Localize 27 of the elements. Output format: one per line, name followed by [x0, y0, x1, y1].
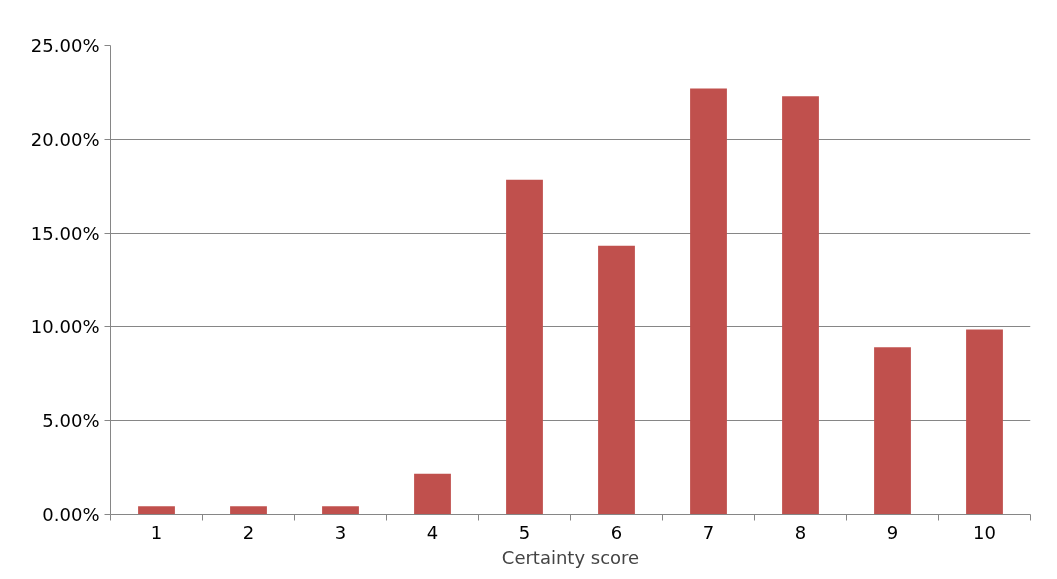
bar [414, 473, 451, 515]
bar [966, 329, 1003, 515]
x-axis-title: Certainty score [501, 546, 640, 568]
y-tick-label: 5.00% [42, 410, 100, 432]
x-tick-label: 2 [242, 521, 255, 543]
bar [782, 96, 819, 515]
y-tick-label: 0.00% [42, 504, 100, 525]
x-tick-label: 7 [702, 521, 715, 543]
bar [874, 347, 911, 515]
bar [598, 245, 635, 515]
y-tick-label: 10.00% [30, 316, 100, 338]
bar [230, 506, 267, 515]
x-tick-label: 5 [518, 521, 531, 543]
bar [690, 88, 727, 515]
x-tick-label: 4 [426, 521, 439, 543]
x-tick-label: 1 [150, 521, 163, 543]
y-tick-label: 20.00% [30, 128, 100, 150]
bar [138, 506, 175, 515]
x-tick-label: 8 [794, 521, 807, 543]
bar [322, 506, 359, 515]
y-tick-label: 25.00% [30, 35, 100, 56]
x-tick-label: 9 [886, 521, 899, 543]
x-tick-label: 3 [334, 521, 347, 543]
bar [506, 179, 543, 515]
x-tick-label: 6 [610, 521, 623, 543]
x-tick-label: 10 [973, 521, 996, 543]
y-tick-label: 15.00% [30, 222, 100, 244]
